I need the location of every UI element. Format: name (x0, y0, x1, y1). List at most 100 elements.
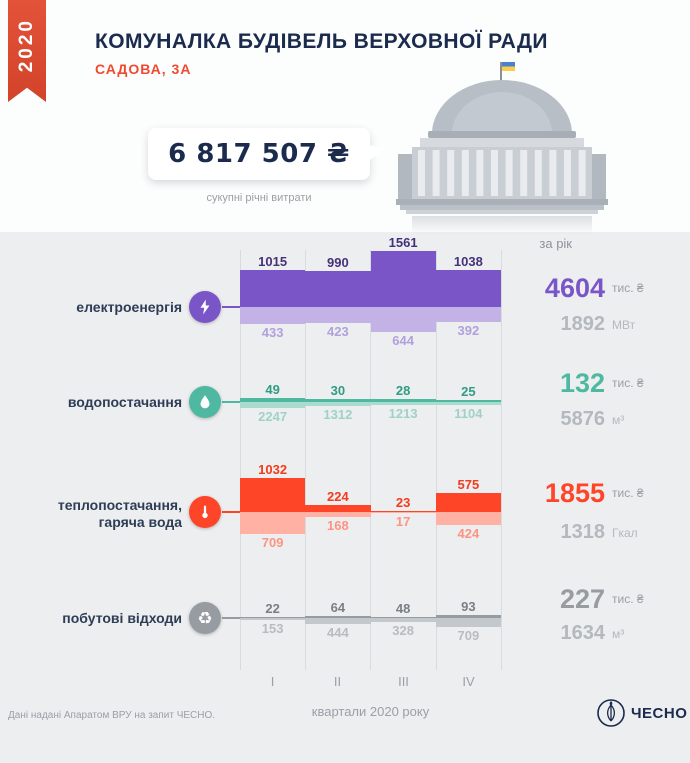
cost-value-label: 25 (461, 383, 476, 399)
cost-value-label: 48 (395, 600, 411, 616)
cost-bar (305, 616, 371, 618)
quarter-column: 1015 433 (240, 227, 306, 362)
unit-water-usage: м³ (612, 413, 625, 427)
cost-bar (240, 617, 306, 618)
quarter-label-4: IV (462, 674, 475, 689)
total-waste-cost: 227 (559, 584, 605, 614)
total-electricity-cost: 4604 (544, 273, 605, 303)
x-axis-label: квартали 2020 року (311, 704, 430, 719)
quarter-column: 23 17 (370, 432, 436, 567)
cost-bar (370, 399, 436, 402)
thermometer-icon (189, 496, 221, 528)
usage-value-label: 1213 (388, 406, 418, 422)
total-electricity-usage: 1892 (560, 313, 606, 335)
cost-bar (240, 477, 306, 512)
gridline (501, 250, 502, 670)
cost-value-label: 64 (330, 600, 346, 616)
usage-bar (240, 618, 306, 620)
usage-bar (370, 618, 436, 623)
usage-bar (305, 402, 371, 406)
unit-electricity-usage: МВт (612, 318, 636, 332)
cost-bar (370, 511, 436, 512)
data-source-footnote: Дані надані Апаратом ВРУ на запит ЧЕСНО. (8, 710, 216, 721)
row-bars-water: 49 2247 30 1312 28 1213 25 1104 (240, 322, 501, 457)
total-water-cost: 132 (559, 368, 605, 398)
row-label-waste: побутові відходи (62, 610, 182, 626)
facade (412, 147, 592, 199)
usage-value-label: 153 (261, 620, 284, 636)
chesno-logo: ЧЕСНО (596, 698, 687, 728)
quarter-column: 64 444 (305, 538, 371, 673)
row-bars-waste: 22 153 64 444 48 328 93 709 (240, 538, 501, 673)
colonnade (418, 150, 586, 196)
quarter-label-1: I (270, 674, 275, 689)
usage-value-label: 328 (392, 623, 414, 639)
cost-bar (435, 493, 501, 512)
cost-value-label: 575 (457, 477, 480, 493)
usage-value-label: 2247 (258, 409, 288, 425)
quarter-column: 48 328 (370, 538, 436, 673)
row-label-water: водопостачання (67, 394, 182, 410)
usage-bar (370, 512, 436, 513)
quarter-column: 575 424 (435, 432, 501, 567)
usage-value-label: 424 (457, 526, 480, 542)
usage-bar (240, 307, 306, 324)
quarter-column: 990 423 (305, 227, 371, 362)
quarter-column: 1561 644 (370, 227, 436, 362)
cost-bar (305, 271, 371, 307)
gridline (240, 250, 241, 670)
quarter-column: 28 1213 (370, 322, 436, 457)
page-subtitle-address: САДОВА, 3А (95, 61, 192, 77)
usage-bar (305, 512, 371, 518)
cost-value-label: 1038 (453, 253, 483, 269)
total-waste-usage: 1634 (560, 622, 606, 644)
quarter-label-3: III (398, 674, 409, 689)
cost-bar (370, 616, 436, 618)
cost-bar (240, 397, 306, 402)
unit-waste-cost: тис. ₴ (612, 592, 644, 606)
cost-value-label: 49 (265, 381, 280, 397)
usage-value-label: 168 (327, 518, 349, 534)
usage-value-label: 423 (327, 324, 349, 340)
unit-heating-cost: тис. ₴ (612, 486, 644, 500)
cost-value-label: 1561 (388, 234, 418, 250)
year-badge: 2020 (16, 17, 37, 73)
usage-bar (435, 618, 501, 627)
usage-bar (435, 512, 501, 526)
row-bars-heating: 1032 709 224 168 23 17 575 424 (240, 432, 501, 567)
usage-value-label: 433 (261, 324, 284, 340)
cost-bar (305, 399, 371, 402)
quarter-column: 1038 392 (435, 227, 501, 362)
quarter-column: 224 168 (305, 432, 371, 567)
usage-bar (305, 307, 371, 324)
recycle-icon: ♻ (189, 602, 221, 634)
quarter-column: 93 709 (435, 538, 501, 673)
total-caption: сукупні річні витрати (206, 192, 312, 204)
usage-value-label: 1312 (323, 406, 353, 422)
unit-waste-usage: м³ (612, 627, 625, 641)
quarter-label-2: II (333, 674, 342, 689)
total-cost-card: 6 817 507 ₴ (148, 128, 370, 180)
water-drop-icon (189, 386, 221, 418)
cost-value-label: 22 (265, 601, 280, 616)
year-ribbon: 2020 (8, 0, 46, 102)
cost-bar (435, 615, 501, 618)
usage-bar (370, 307, 436, 333)
lightning-icon (189, 291, 221, 323)
usage-value-label: 444 (327, 624, 349, 640)
unit-electricity-cost: тис. ₴ (612, 281, 644, 295)
cost-bar (435, 399, 501, 402)
gridline (436, 250, 437, 670)
cost-value-label: 30 (330, 383, 346, 399)
cost-bar (370, 250, 436, 307)
gridline (370, 250, 371, 670)
flag-blue-stripe (502, 62, 515, 67)
quarter-column: 49 2247 (240, 322, 306, 457)
flag-pole (500, 62, 502, 82)
usage-bar (305, 618, 371, 624)
usage-value-label: 392 (457, 323, 480, 339)
steps (396, 199, 608, 205)
usage-value-label: 709 (261, 534, 284, 550)
unit-heating-usage: Гкал (612, 526, 638, 540)
